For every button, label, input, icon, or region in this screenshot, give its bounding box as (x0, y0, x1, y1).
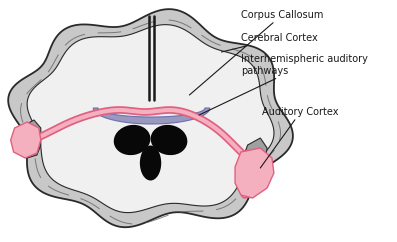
Polygon shape (93, 108, 210, 124)
Text: Corpus Callosum: Corpus Callosum (189, 10, 323, 95)
Ellipse shape (114, 125, 150, 155)
Polygon shape (243, 138, 267, 175)
Polygon shape (235, 148, 274, 198)
Text: Interhemispheric auditory
pathways: Interhemispheric auditory pathways (199, 54, 368, 115)
Ellipse shape (140, 145, 161, 181)
Text: Auditory Cortex: Auditory Cortex (260, 107, 339, 168)
Ellipse shape (150, 125, 187, 155)
Text: Cerebral Cortex: Cerebral Cortex (222, 33, 318, 52)
Polygon shape (15, 120, 41, 158)
Polygon shape (27, 25, 274, 213)
Polygon shape (8, 9, 293, 227)
Polygon shape (11, 122, 41, 158)
